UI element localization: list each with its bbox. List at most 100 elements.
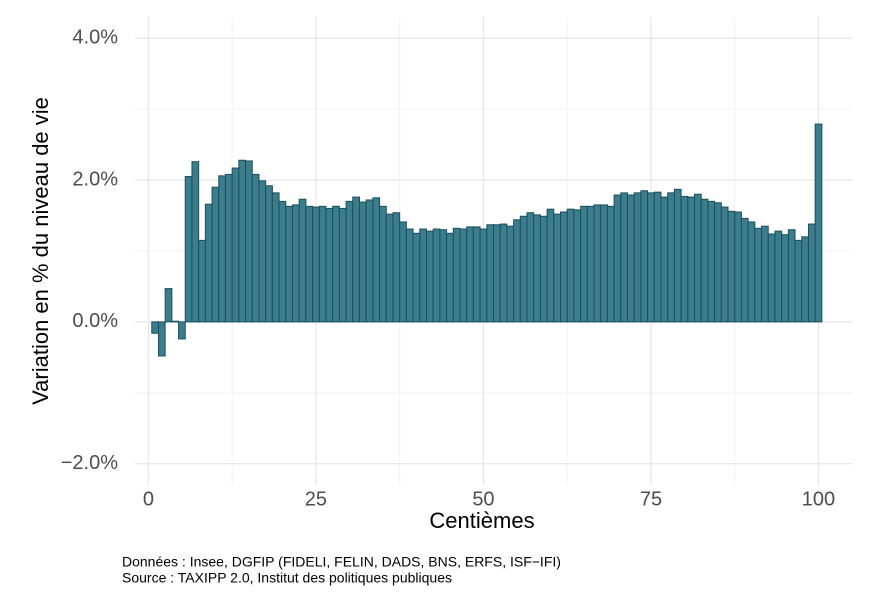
bar	[694, 193, 702, 323]
y-tick-label: 2.0%	[72, 168, 118, 190]
bar	[593, 204, 602, 323]
bar	[774, 230, 783, 323]
bar	[653, 191, 662, 323]
bar	[345, 200, 354, 323]
bar	[251, 173, 260, 323]
bar	[573, 209, 582, 323]
bar	[801, 236, 809, 323]
x-tick-label: 50	[472, 488, 494, 510]
bar	[191, 161, 200, 323]
bar	[245, 160, 253, 323]
bar	[385, 213, 394, 323]
bar	[164, 288, 173, 323]
bar	[198, 239, 206, 323]
bar	[566, 208, 575, 323]
bar	[258, 180, 267, 323]
bar	[633, 192, 642, 323]
y-tick-label: 0.0%	[72, 310, 118, 332]
x-axis-label: Centièmes	[429, 508, 534, 533]
bar	[151, 321, 159, 334]
bar	[298, 198, 307, 323]
y-tick-label: 4.0%	[72, 27, 118, 49]
bar	[807, 223, 816, 323]
bar	[285, 205, 293, 323]
bar	[392, 212, 401, 323]
bar	[740, 217, 749, 323]
bar	[204, 203, 213, 323]
bar	[499, 223, 508, 323]
bar	[459, 228, 468, 323]
bar	[372, 197, 381, 323]
bar	[325, 207, 334, 323]
bar	[700, 198, 709, 323]
bar	[687, 196, 696, 323]
bar	[767, 233, 776, 323]
bar	[358, 201, 367, 323]
bar	[218, 175, 226, 323]
bar	[814, 123, 823, 323]
bar	[265, 185, 273, 323]
bar	[318, 205, 327, 323]
bar	[794, 239, 803, 323]
bar	[673, 188, 682, 323]
bar	[580, 205, 588, 323]
bar	[627, 194, 635, 323]
bar	[479, 228, 488, 323]
bar	[606, 205, 615, 323]
bar	[640, 190, 649, 323]
bar	[486, 224, 495, 323]
x-tick-label: 0	[143, 488, 154, 510]
bar	[211, 186, 220, 323]
bar	[526, 212, 535, 323]
bar	[613, 194, 622, 323]
bar	[157, 321, 166, 357]
bar	[439, 229, 448, 323]
bar	[466, 226, 474, 323]
x-tick-label: 75	[640, 488, 662, 510]
bar	[178, 321, 186, 340]
bar	[506, 225, 515, 323]
bar	[419, 228, 427, 323]
bar	[539, 215, 548, 323]
bar	[305, 205, 314, 323]
bar	[647, 192, 655, 323]
bar	[600, 204, 608, 323]
bar	[787, 229, 796, 323]
bar	[352, 196, 360, 323]
bar	[231, 167, 240, 323]
bar	[714, 202, 722, 323]
bar	[365, 199, 374, 323]
bar	[586, 205, 595, 323]
bar	[513, 219, 521, 323]
bar	[667, 192, 675, 323]
bar	[271, 192, 280, 323]
bar	[754, 227, 763, 323]
bar	[238, 159, 247, 323]
bar	[747, 221, 756, 323]
bar	[405, 228, 414, 323]
bar	[171, 320, 180, 323]
x-tick-label: 25	[305, 488, 327, 510]
caption: Source : TAXIPP 2.0, Institut des politi…	[122, 570, 452, 586]
bar	[620, 192, 629, 323]
bar	[379, 205, 387, 323]
caption: Données : Insee, DGFIP (FIDELI, FELIN, D…	[122, 554, 561, 570]
bar	[560, 211, 568, 323]
bar	[707, 200, 716, 323]
bar	[446, 232, 454, 323]
y-axis-label: Variation en % du niveau de vie	[28, 97, 53, 405]
bar	[680, 195, 689, 323]
bar	[734, 211, 742, 323]
y-tick-label: −2.0%	[61, 452, 118, 474]
bar	[553, 213, 562, 323]
bar	[761, 225, 769, 323]
bar	[533, 214, 541, 323]
bar	[660, 196, 669, 323]
bar	[432, 228, 441, 323]
bar	[332, 205, 340, 323]
bar	[720, 206, 729, 323]
bar	[399, 221, 407, 323]
bar	[546, 208, 555, 323]
bar	[452, 227, 461, 323]
